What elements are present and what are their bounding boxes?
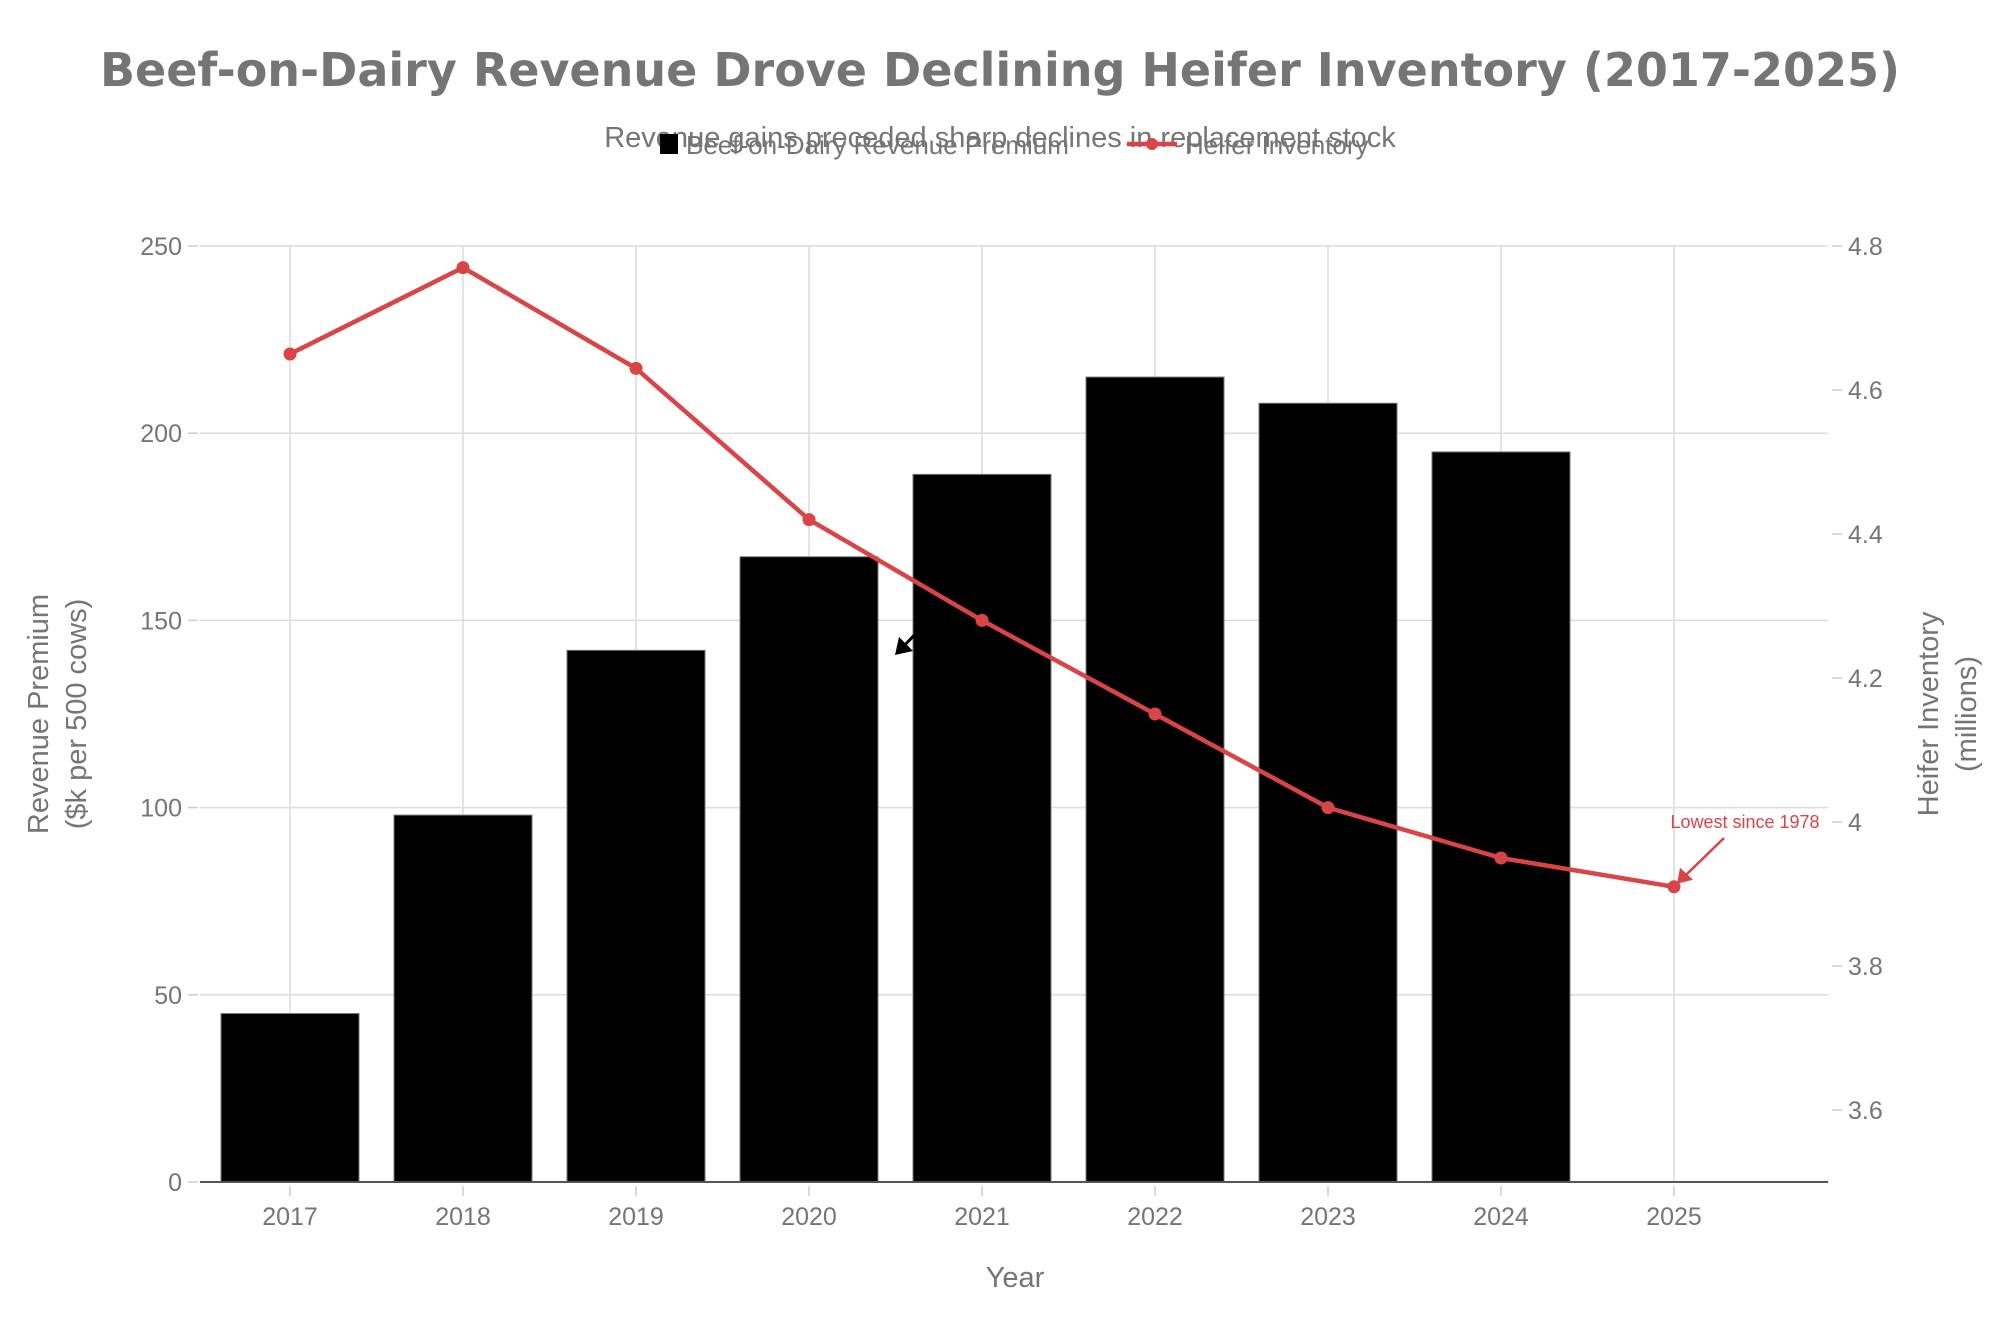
y-tick-label: 0 — [168, 1169, 182, 1197]
y2-axis-title-line-2: (millions) — [1951, 656, 1983, 772]
axes: 0 50 100 150 200 250 3.6 3.8 4 4.2 4.4 4.6 4.8 2017 20… — [140, 233, 1883, 1231]
x-tick-label: 2025 — [1646, 1203, 1702, 1231]
y-tick-label: 250 — [140, 233, 182, 261]
annotation-lowest-since-1978: Lowest since 1978 — [1670, 812, 1819, 832]
y2-tick-label: 4.4 — [1848, 521, 1883, 549]
point-2023 — [1321, 801, 1335, 815]
bar-2019 — [566, 649, 706, 1183]
y2-tick-label: 4.2 — [1848, 665, 1883, 693]
legend: Beef-on-Dairy Revenue Premium Heifer Inve… — [660, 130, 1369, 160]
y-tick-label: 200 — [140, 420, 182, 448]
point-2017 — [283, 347, 297, 361]
bar-2018 — [393, 814, 533, 1183]
bar-2017 — [220, 1013, 360, 1183]
point-2022 — [1148, 707, 1162, 721]
annotation-arrow-2025-shaft — [1681, 837, 1725, 880]
point-2020 — [802, 513, 816, 527]
y-tick-label: 150 — [140, 607, 182, 635]
point-2021 — [975, 613, 989, 627]
bar-2024 — [1431, 451, 1571, 1183]
y-tick-label: 100 — [140, 795, 182, 823]
point-2019 — [629, 361, 643, 375]
y2-tick-label: 4.8 — [1848, 233, 1883, 261]
y-axis-title-line-2: ($k per 500 cows) — [61, 599, 93, 830]
legend-label-revenue: Beef-on-Dairy Revenue Premium — [686, 130, 1069, 160]
annotations: Lowest since 1978 — [895, 601, 1820, 884]
y2-tick-label: 3.8 — [1848, 953, 1883, 981]
legend-bar-swatch — [660, 134, 678, 154]
y-axis-title-line-1: Revenue Premium — [23, 594, 55, 834]
annotation-arrow-2025-head — [1677, 867, 1693, 884]
x-tick-label: 2022 — [1127, 1203, 1183, 1231]
point-2018 — [456, 261, 470, 275]
x-tick-label: 2018 — [435, 1203, 491, 1231]
x-tick-label: 2017 — [262, 1203, 318, 1231]
y2-tick-label: 4 — [1848, 809, 1862, 837]
legend-line-marker — [1146, 138, 1158, 150]
y2-tick-label: 4.6 — [1848, 377, 1883, 405]
chart-title: Beef-on-Dairy Revenue Drove Declining He… — [100, 43, 1900, 97]
legend-label-heifer: Heifer Inventory — [1185, 130, 1369, 160]
annotation-arrow-2020-head — [895, 637, 913, 655]
bar-series — [220, 376, 1571, 1183]
y-tick-label: 50 — [154, 982, 182, 1010]
x-tick-label: 2024 — [1473, 1203, 1529, 1231]
bar-2021 — [912, 473, 1052, 1183]
x-tick-label: 2023 — [1300, 1203, 1356, 1231]
point-2024 — [1494, 851, 1508, 865]
x-tick-label: 2020 — [781, 1203, 837, 1231]
y2-axis-title-line-1: Heifer Inventory — [1913, 611, 1945, 816]
y-axis-title: Revenue Premium ($k per 500 cows) — [23, 594, 93, 834]
y2-axis-title: Heifer Inventory (millions) — [1913, 611, 1983, 816]
chart-subtitle: Revenue gains preceded sharp declines in… — [604, 122, 1396, 154]
bar-2020 — [739, 556, 879, 1183]
bar-2022 — [1085, 376, 1225, 1183]
annotation-arrow-2020-shaft — [899, 601, 947, 651]
bar-2023 — [1258, 402, 1398, 1183]
y2-tick-label: 3.6 — [1848, 1097, 1883, 1125]
x-tick-label: 2019 — [608, 1203, 664, 1231]
x-axis-title: Year — [986, 1262, 1045, 1294]
x-tick-label: 2021 — [954, 1203, 1010, 1231]
